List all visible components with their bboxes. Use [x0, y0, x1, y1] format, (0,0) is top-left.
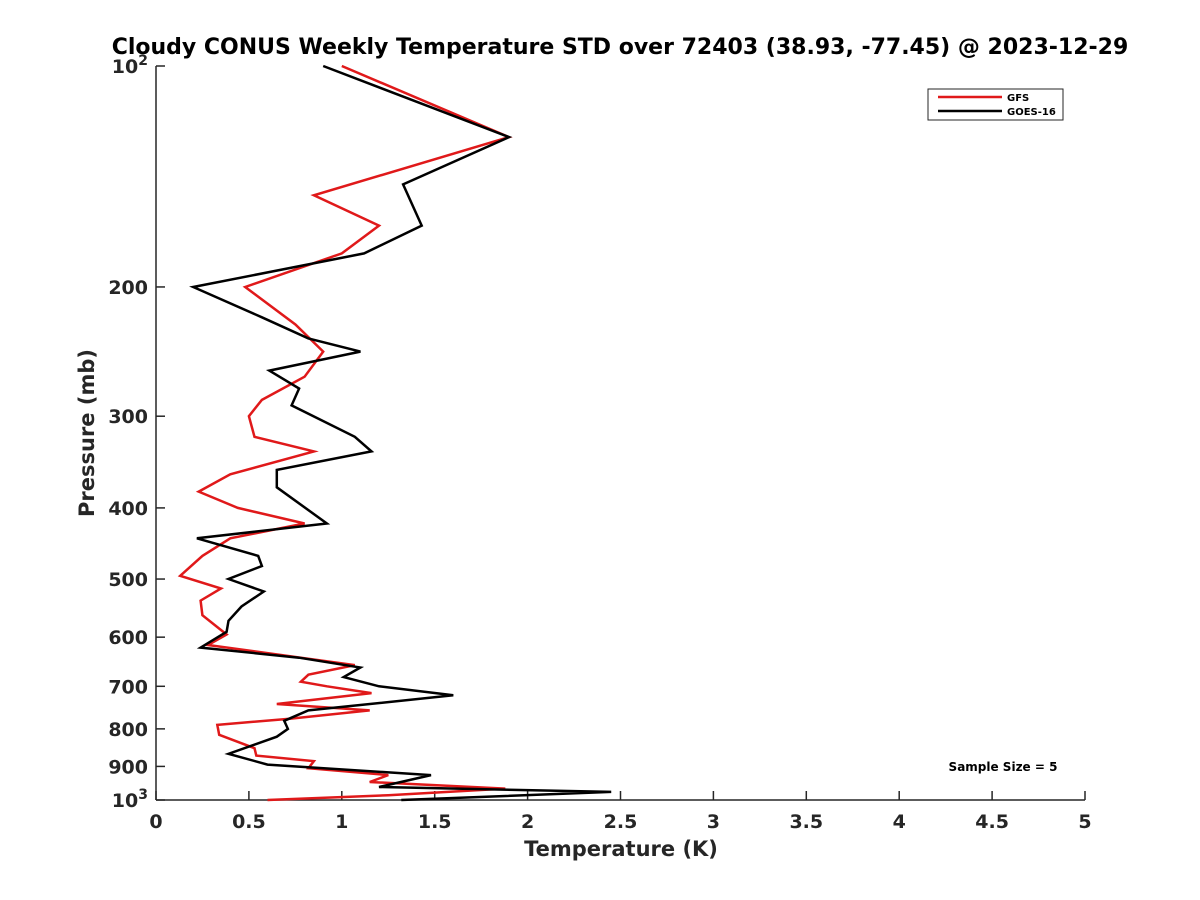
- x-axis-label: Temperature (K): [524, 837, 718, 861]
- sample-size-annotation: Sample Size = 5: [949, 760, 1058, 774]
- legend-box: [927, 88, 1064, 121]
- y-tick-label: 400: [108, 498, 148, 520]
- series-line-goes16: [189, 64, 612, 802]
- y-tick-label: 600: [108, 627, 148, 649]
- chart-title: Cloudy CONUS Weekly Temperature STD over…: [112, 35, 1129, 60]
- y-tick-label: 700: [108, 676, 148, 698]
- x-tick-label: 2.5: [604, 811, 638, 833]
- legend-label-gfs: GFS: [1007, 93, 1029, 104]
- x-tick-label: 2: [521, 811, 534, 833]
- x-tick-label: 0: [149, 811, 162, 833]
- legend-label-goes16: GOES-16: [1007, 107, 1056, 118]
- y-tick-label: 300: [108, 406, 148, 428]
- y-tick-label: 500: [108, 569, 148, 591]
- y-tick-label: 102: [112, 53, 148, 78]
- x-tick-label: 1: [335, 811, 348, 833]
- x-tick-label: 5: [1078, 811, 1091, 833]
- x-tick-label: 3: [707, 811, 720, 833]
- y-tick-label: 200: [108, 277, 148, 299]
- legend: GFS GOES-16: [927, 88, 1064, 121]
- x-tick-label: 4: [893, 811, 906, 833]
- y-tick-label: 900: [108, 756, 148, 778]
- y-axis-label: Pressure (mb): [75, 349, 99, 517]
- x-tick-label: 1.5: [418, 811, 452, 833]
- plot-area: 0 0.5 1 1.5 2 2.5 3 3.5 4 4.5 5 102 200 300 400 500 600 7…: [108, 53, 1091, 833]
- y-tick-label: 800: [108, 719, 148, 741]
- y-tick-label: 103: [112, 787, 148, 812]
- x-tick-label: 4.5: [975, 811, 1009, 833]
- x-tick-label: 3.5: [789, 811, 823, 833]
- x-tick-label: 0.5: [232, 811, 266, 833]
